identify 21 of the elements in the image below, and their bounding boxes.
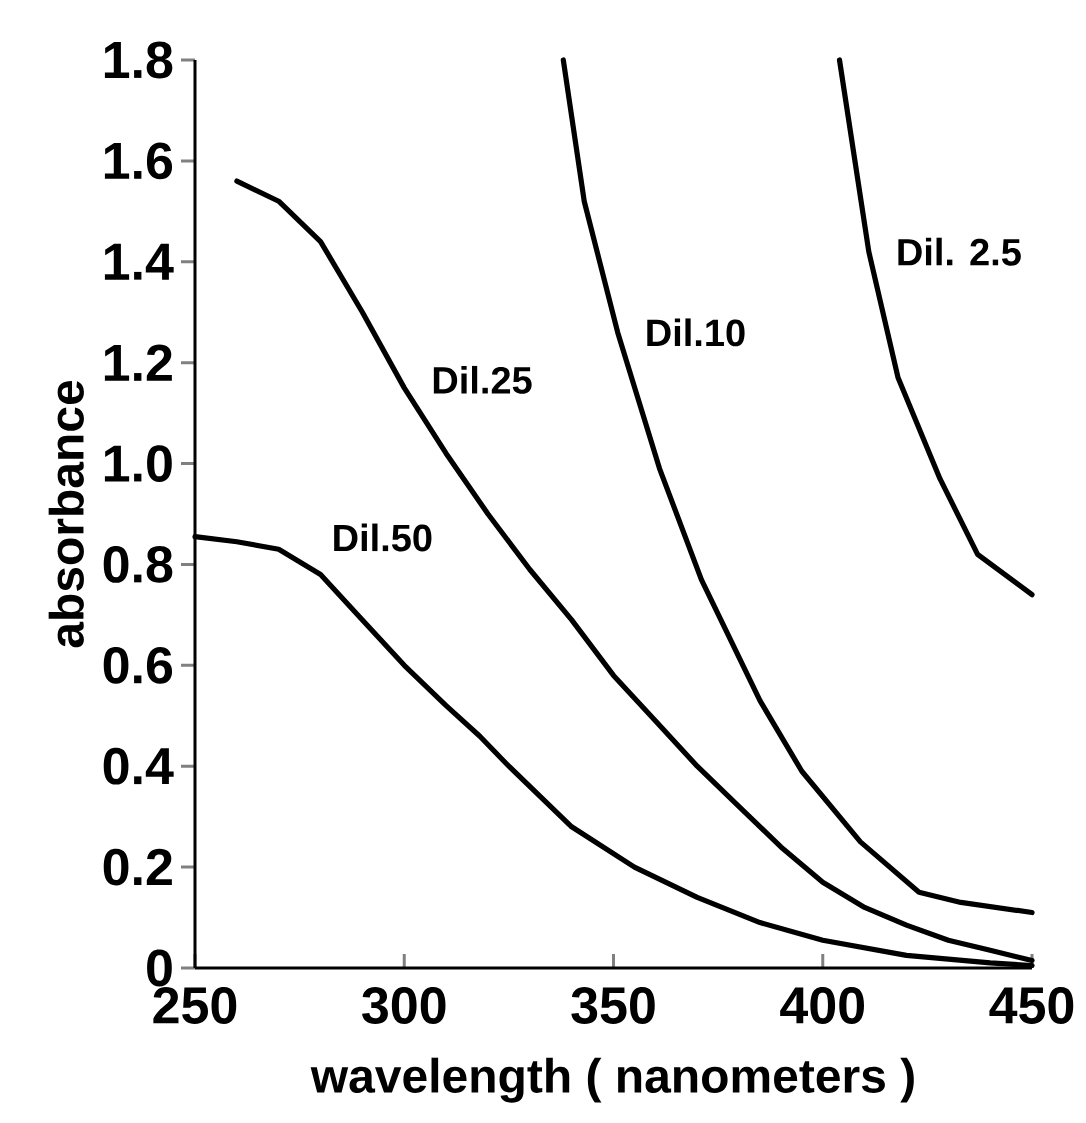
x-tick-label: 350 bbox=[571, 987, 655, 1024]
y-tick-label: 0.4 bbox=[103, 747, 174, 785]
x-tick-label: 450 bbox=[989, 987, 1074, 1024]
y-tick-label: 0.2 bbox=[103, 848, 172, 886]
series-label: Dil.50 bbox=[334, 523, 432, 552]
y-tick-label: 0.8 bbox=[103, 546, 173, 583]
y-tick-label: 1.0 bbox=[104, 445, 172, 482]
y-tick-label: 0 bbox=[147, 949, 172, 987]
y-axis-title: absorbance bbox=[48, 380, 84, 648]
series-label: Dil. 2.5 bbox=[898, 237, 1021, 266]
series-label: Dil.25 bbox=[433, 365, 532, 394]
y-tick-label: 0.6 bbox=[103, 646, 173, 684]
x-tick-label: 400 bbox=[780, 987, 864, 1024]
x-tick-label: 300 bbox=[362, 987, 446, 1024]
y-tick-label: 1.8 bbox=[104, 41, 173, 79]
x-axis-title: wavelength ( nanometers ) bbox=[310, 1057, 914, 1103]
y-tick-label: 1.2 bbox=[104, 344, 172, 381]
x-tick-label: 250 bbox=[153, 987, 237, 1024]
y-tick-label: 1.6 bbox=[104, 142, 173, 180]
y-tick-label: 1.4 bbox=[104, 243, 174, 280]
series-label: Dil.10 bbox=[647, 318, 745, 347]
